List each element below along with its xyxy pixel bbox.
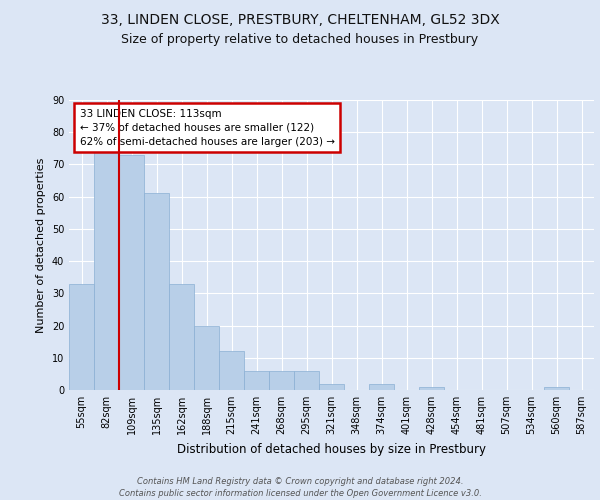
Bar (194, 326, 219, 390)
Bar (319, 384, 344, 390)
Text: 33, LINDEN CLOSE, PRESTBURY, CHELTENHAM, GL52 3DX: 33, LINDEN CLOSE, PRESTBURY, CHELTENHAM,… (101, 12, 499, 26)
Text: Size of property relative to detached houses in Prestbury: Size of property relative to detached ho… (121, 32, 479, 46)
Bar (144, 194, 169, 390)
Bar (244, 370, 269, 390)
Bar (269, 370, 294, 390)
Y-axis label: Number of detached properties: Number of detached properties (36, 158, 46, 332)
Bar (119, 155, 144, 390)
Bar (69, 284, 94, 390)
Text: Contains HM Land Registry data © Crown copyright and database right 2024.
Contai: Contains HM Land Registry data © Crown c… (119, 476, 481, 498)
Bar (94, 145, 119, 390)
Bar (369, 384, 394, 390)
X-axis label: Distribution of detached houses by size in Prestbury: Distribution of detached houses by size … (177, 442, 486, 456)
Bar (219, 352, 244, 390)
Text: 33 LINDEN CLOSE: 113sqm
← 37% of detached houses are smaller (122)
62% of semi-d: 33 LINDEN CLOSE: 113sqm ← 37% of detache… (79, 108, 335, 146)
Bar (419, 387, 444, 390)
Bar (169, 284, 194, 390)
Bar (544, 387, 569, 390)
Bar (294, 370, 319, 390)
